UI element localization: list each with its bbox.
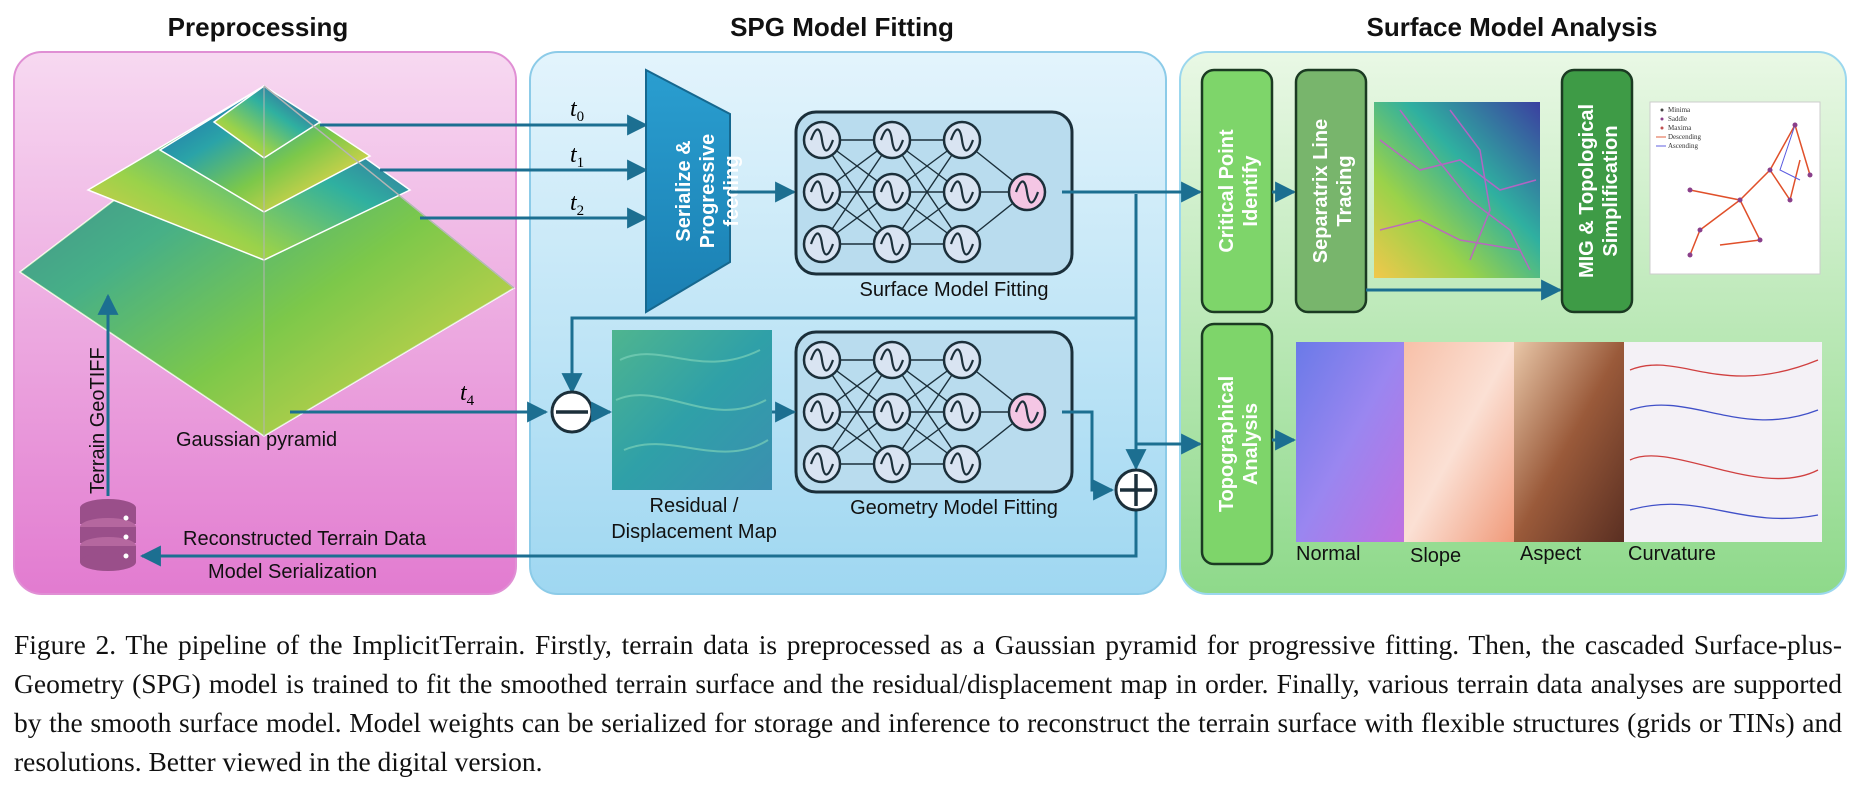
sine-icon — [809, 348, 835, 372]
sine-icon — [949, 348, 975, 372]
serialize-label-1: Serialize & — [673, 140, 695, 241]
topographical-block — [1200, 322, 1274, 566]
serialize-feeding-block — [645, 68, 731, 314]
sine-icon — [879, 452, 905, 476]
sine-icon — [879, 348, 905, 372]
gaussian-pyramid — [18, 85, 516, 437]
section-title-spg: SPG Model Fitting — [730, 12, 954, 42]
sine-icon — [949, 452, 975, 476]
pyramid-label: Gaussian pyramid — [176, 429, 337, 451]
sine-icon — [879, 232, 905, 256]
sine-icon — [949, 128, 975, 152]
slope-label: Slope — [1410, 545, 1461, 567]
sine-icon — [809, 180, 835, 204]
mig-label-1: MIG & Topological — [1576, 104, 1598, 278]
geometry-to-add-line — [1062, 410, 1115, 501]
network-edge — [821, 359, 893, 465]
t1-label: t1 — [570, 142, 584, 171]
surface-fitting-label: Surface Model Fitting — [860, 279, 1049, 301]
sine-icon — [1014, 180, 1040, 204]
sine-icon — [879, 180, 905, 204]
aspect-map-image — [1514, 342, 1624, 542]
mig-legend: Minima Saddle Maxima Descending Ascendin… — [1656, 106, 1702, 150]
legend-saddle: Saddle — [1668, 115, 1687, 123]
sine-icon — [949, 180, 975, 204]
sine-icon — [809, 400, 835, 424]
reconstructed-label: Reconstructed Terrain Data — [183, 528, 427, 550]
legend-maxima: Maxima — [1668, 124, 1692, 132]
legend-minima: Minima — [1668, 106, 1691, 114]
curvature-texture — [1629, 359, 1819, 519]
critical-label-1: Critical Point — [1216, 129, 1238, 253]
separatrix-block — [1294, 68, 1368, 314]
topo-label-2: Analysis — [1240, 403, 1262, 485]
surface-feedback-line — [561, 316, 1136, 395]
figure-caption: Figure 2. The pipeline of the ImplicitTe… — [14, 629, 1842, 777]
sine-icon — [949, 232, 975, 256]
t0-label: t0 — [570, 96, 584, 125]
separatrix-image — [1374, 102, 1540, 278]
terrain-geotiff-label: Terrain GeoTIFF — [87, 347, 109, 494]
critical-label-2: Identify — [1240, 155, 1262, 227]
residual-label-2: Displacement Map — [611, 521, 777, 543]
sine-icon — [809, 452, 835, 476]
surface-network — [802, 120, 1047, 264]
legend-descending: Descending — [1668, 133, 1702, 141]
t4-label: t4 — [460, 380, 475, 409]
sine-icon — [949, 400, 975, 424]
sine-icon — [809, 128, 835, 152]
mig-block — [1560, 68, 1634, 314]
mig-graph-ascending — [1779, 124, 1801, 181]
separatrix-label-2: Tracing — [1334, 155, 1356, 226]
geometry-network — [802, 340, 1047, 484]
sine-icon — [879, 400, 905, 424]
geometry-fitting-label: Geometry Model Fitting — [850, 497, 1058, 519]
sine-icon — [1014, 400, 1040, 424]
aspect-label: Aspect — [1520, 543, 1582, 565]
sine-icon — [879, 128, 905, 152]
section-title-analysis: Surface Model Analysis — [1367, 12, 1658, 42]
separatrix-label-1: Separatrix Line — [1310, 119, 1332, 264]
network-edge — [891, 139, 963, 245]
residual-label-1: Residual / — [650, 495, 739, 517]
separatrix-lines — [1379, 109, 1537, 271]
normal-map-image — [1296, 342, 1404, 542]
serialization-label: Model Serialization — [208, 561, 377, 583]
serialize-label-2: Progressive — [697, 134, 719, 249]
normal-label: Normal — [1296, 543, 1360, 565]
curvature-map-image — [1624, 342, 1822, 542]
sine-icon — [809, 232, 835, 256]
topo-label-1: Topographical — [1216, 376, 1238, 512]
network-edge — [891, 359, 963, 465]
mig-label-2: Simplification — [1600, 125, 1622, 256]
database-icon — [80, 499, 136, 571]
section-title-preprocessing: Preprocessing — [168, 12, 349, 42]
network-edge — [821, 139, 893, 245]
t2-label: t2 — [570, 190, 584, 219]
legend-ascending: Ascending — [1668, 142, 1698, 150]
slope-map-image — [1404, 342, 1514, 542]
curvature-label: Curvature — [1628, 543, 1716, 565]
